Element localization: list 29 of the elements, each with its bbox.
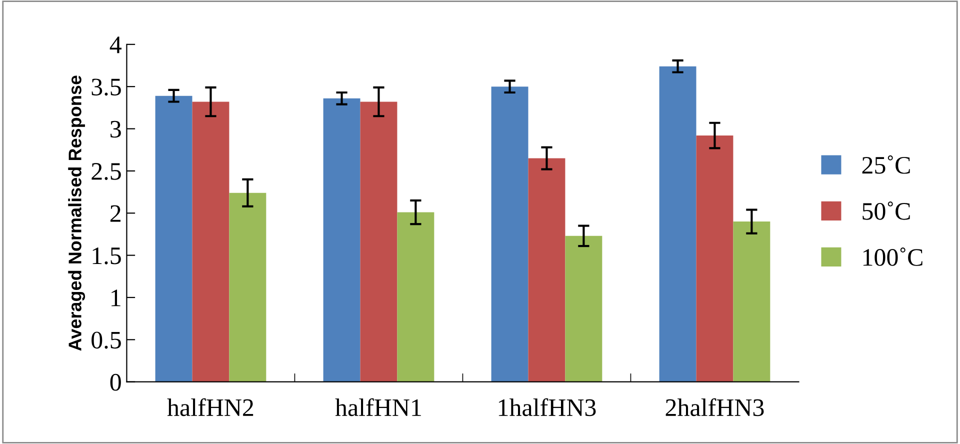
x-tick-label: halfHN2 <box>167 398 254 416</box>
bar <box>397 212 434 382</box>
y-tick-label: 0.5 <box>92 332 121 349</box>
y-tick-label: 1.5 <box>92 247 121 264</box>
bar <box>155 96 192 382</box>
legend-label: 50˚C <box>862 201 910 220</box>
bar <box>229 192 266 382</box>
legend-label: 100˚C <box>863 248 922 266</box>
bar <box>565 236 602 382</box>
bar <box>528 158 566 382</box>
y-tick-label: 0 <box>110 374 121 391</box>
bar <box>491 86 528 382</box>
bar <box>192 102 230 382</box>
y-axis-title: Averaged Normalised Response <box>68 76 86 351</box>
bar <box>323 98 360 382</box>
bar <box>360 102 398 382</box>
y-tick-label: 3.5 <box>92 78 121 96</box>
x-tick-label: halfHN1 <box>335 398 421 416</box>
x-tick-label: 1halfHN3 <box>498 398 596 416</box>
y-tick-label: 4 <box>110 36 122 54</box>
bar <box>733 222 770 382</box>
y-tick-label: 3 <box>110 120 121 138</box>
x-tick-label: 2halfHN3 <box>666 398 764 416</box>
bar <box>696 136 734 382</box>
y-tick-label: 1 <box>112 290 120 306</box>
bar <box>659 66 696 382</box>
y-tick-label: 2.5 <box>92 163 121 180</box>
legend-label: 25˚C <box>862 155 910 174</box>
y-tick-label: 2 <box>110 205 120 222</box>
